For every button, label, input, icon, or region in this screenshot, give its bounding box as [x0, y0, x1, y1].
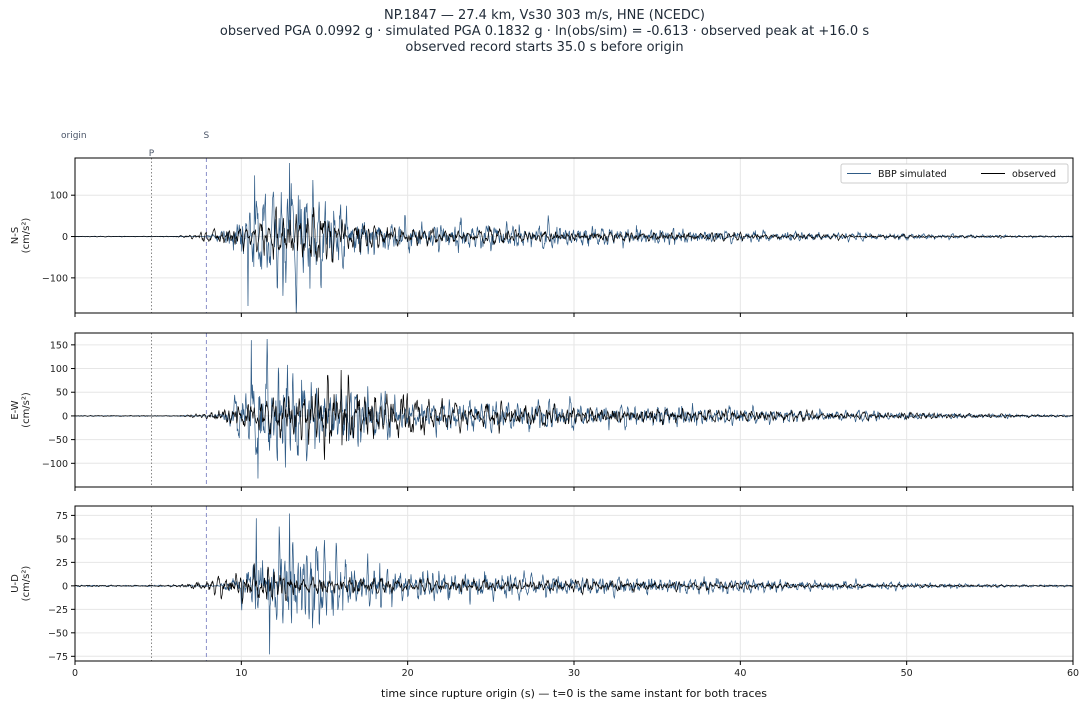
observed-trace: [75, 206, 1073, 263]
title-line-3: observed record starts 35.0 s before ori…: [405, 40, 684, 55]
simulated-trace: [75, 513, 1073, 655]
marker-label-origin: origin: [61, 131, 87, 141]
y-tick-label: 75: [56, 511, 68, 522]
title-line-2: observed PGA 0.0992 g · simulated PGA 0.…: [219, 24, 870, 39]
x-tick-label: 40: [734, 668, 746, 679]
y-tick-label: 150: [50, 340, 68, 351]
y-tick-label: 100: [50, 191, 68, 202]
y-tick-label: 50: [56, 388, 68, 399]
y-tick-label: 100: [50, 364, 68, 375]
y-tick-label: −100: [42, 273, 68, 284]
x-tick-label: 50: [901, 668, 913, 679]
x-axis-label: time since rupture origin (s) — t=0 is t…: [381, 687, 767, 700]
y-tick-label: −75: [48, 652, 68, 663]
observed-trace: [75, 563, 1073, 604]
panel-3: −75 −50 −25 0 25 50 75 0 10 20 30 40 50 60 U-D (cm/s²): [10, 505, 1079, 679]
legend-label-simulated: BBP simulated: [878, 169, 947, 180]
y-axis-label: N-S: [10, 227, 21, 244]
x-tick-label: 20: [402, 668, 414, 679]
observed-trace: [75, 369, 1073, 460]
y-axis-label: (cm/s²): [21, 392, 32, 428]
x-tick-label: 60: [1067, 668, 1079, 679]
y-axis-label: (cm/s²): [21, 566, 32, 602]
simulated-trace: [75, 338, 1073, 479]
panel-2: −100 −50 0 50 100 150 E-W (cm/s²): [10, 332, 1074, 491]
y-tick-label: 25: [56, 558, 68, 569]
y-tick-label: 0: [62, 411, 68, 422]
legend-box: [840, 163, 1069, 184]
figure-title: NP.1847 — 27.4 km, Vs30 303 m/s, HNE (NC…: [0, 8, 1089, 56]
x-tick-label: 0: [72, 668, 78, 679]
y-tick-label: −100: [42, 459, 68, 470]
y-axis-label: E-W: [10, 400, 21, 420]
y-tick-label: −50: [48, 435, 68, 446]
x-tick-label: 10: [235, 668, 247, 679]
x-tick-label: 30: [568, 668, 580, 679]
y-tick-label: −25: [48, 605, 68, 616]
y-axis-label: U-D: [10, 574, 21, 593]
title-line-1: NP.1847 — 27.4 km, Vs30 303 m/s, HNE (NC…: [383, 8, 705, 23]
legend: BBP simulated observed: [840, 163, 1069, 184]
marker-label-p: P: [149, 149, 155, 159]
y-tick-label: −50: [48, 628, 68, 639]
y-tick-label: 50: [56, 534, 68, 545]
legend-label-observed: observed: [1012, 169, 1056, 180]
y-axis-label: (cm/s²): [21, 218, 32, 254]
panel-1: −100 0 100 N-S (cm/s²) BBP simulated observed: [10, 157, 1074, 317]
marker-label-s: S: [204, 131, 210, 141]
y-tick-label: 0: [62, 232, 68, 243]
y-tick-label: 0: [62, 581, 68, 592]
